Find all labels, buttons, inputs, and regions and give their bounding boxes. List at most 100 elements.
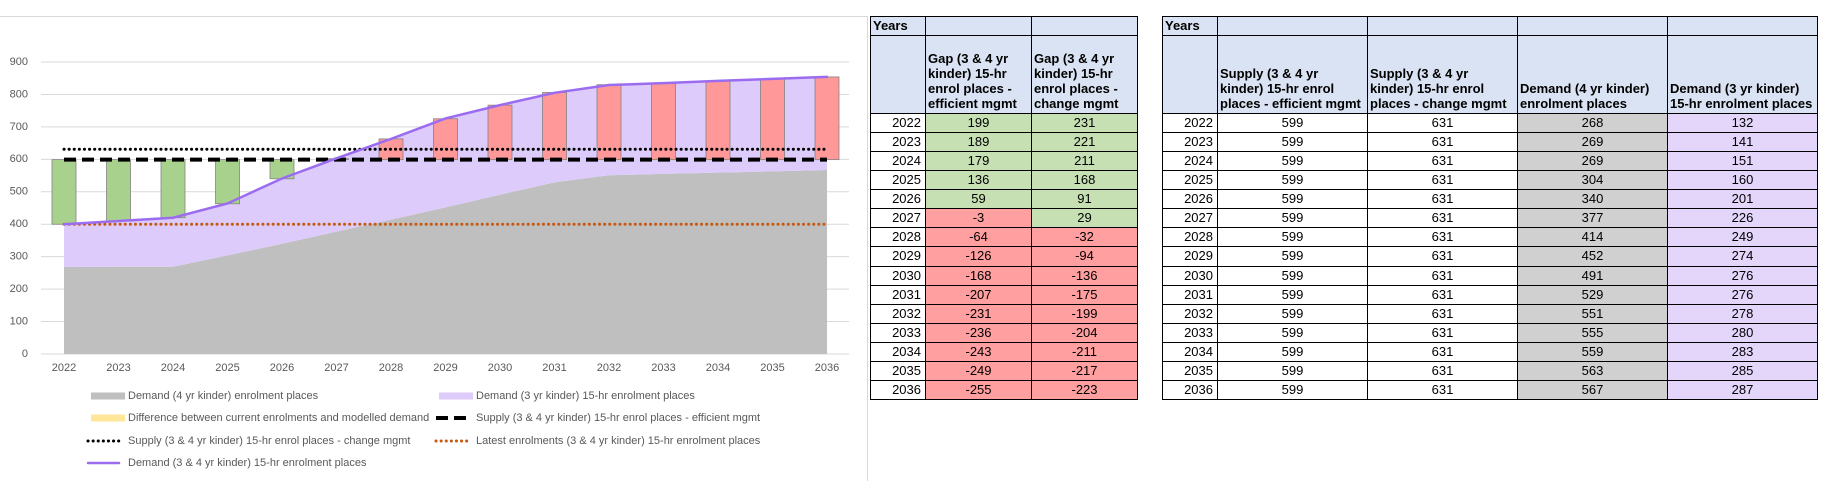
- value-cell: 631: [1368, 209, 1518, 229]
- value-cell: 221: [1032, 133, 1138, 153]
- value-cell: 278: [1668, 304, 1818, 324]
- year-cell: 2031: [1162, 285, 1218, 305]
- x-tick-label: 2030: [488, 362, 512, 374]
- value-cell: -199: [1032, 304, 1138, 324]
- gap-bar: [814, 76, 840, 161]
- year-cell: 2024: [1162, 152, 1218, 172]
- header-cell: Supply (3 & 4 yr kinder) 15-hr enrol pla…: [1368, 36, 1518, 114]
- value-cell: -211: [1032, 342, 1138, 362]
- x-tick-label: 2029: [433, 362, 457, 374]
- value-cell: 599: [1218, 114, 1368, 134]
- value-cell: -94: [1032, 247, 1138, 267]
- header-cell: Supply (3 & 4 yr kinder) 15-hr enrol pla…: [1218, 36, 1368, 114]
- y-tick-label: 100: [10, 315, 28, 327]
- value-cell: -32: [1032, 228, 1138, 248]
- header-cell: [926, 16, 1032, 36]
- value-cell: 141: [1668, 133, 1818, 153]
- value-cell: 631: [1368, 380, 1518, 401]
- legend-label: Latest enrolments (3 & 4 yr kinder) 15-h…: [476, 435, 761, 447]
- x-tick-label: 2022: [52, 362, 76, 374]
- value-cell: 599: [1218, 133, 1368, 153]
- x-tick-label: 2025: [215, 362, 239, 374]
- value-cell: -249: [926, 361, 1032, 381]
- value-cell: -204: [1032, 323, 1138, 343]
- value-cell: 249: [1668, 228, 1818, 248]
- header-cell: [1368, 16, 1518, 36]
- line: [62, 75, 829, 226]
- value-cell: 276: [1668, 266, 1818, 286]
- gap-bar: [705, 80, 731, 161]
- value-cell: -243: [926, 342, 1032, 362]
- legend-label: Demand (4 yr kinder) enrolment places: [128, 390, 319, 402]
- year-cell: 2028: [1162, 228, 1218, 248]
- value-cell: 599: [1218, 171, 1368, 191]
- gap-bar: [51, 159, 77, 225]
- year-cell: 2031: [870, 285, 926, 305]
- value-cell: 599: [1218, 266, 1368, 286]
- corner-cell: Years: [1162, 16, 1218, 36]
- value-cell: 599: [1218, 285, 1368, 305]
- header-cell: [870, 36, 926, 114]
- y-tick-label: 300: [10, 251, 28, 263]
- value-cell: 199: [926, 114, 1032, 134]
- sheet-top-border: [0, 16, 867, 17]
- area: [64, 76, 827, 268]
- value-cell: -207: [926, 285, 1032, 305]
- y-tick-label: 200: [10, 283, 28, 295]
- value-cell: 160: [1668, 171, 1818, 191]
- gap-bar: [760, 78, 785, 161]
- x-tick-label: 2033: [651, 362, 675, 374]
- value-cell: 136: [926, 171, 1032, 191]
- header-cell: Gap (3 & 4 yr kinder) 15-hr enrol places…: [926, 36, 1032, 114]
- value-cell: -231: [926, 304, 1032, 324]
- y-tick-label: 500: [10, 186, 28, 198]
- x-tick-label: 2031: [542, 362, 566, 374]
- value-cell: 340: [1518, 190, 1668, 210]
- value-cell: 452: [1518, 247, 1668, 267]
- legend-swatch: [439, 392, 473, 400]
- value-cell: 567: [1518, 380, 1668, 401]
- value-cell: 559: [1518, 342, 1668, 362]
- year-cell: 2025: [1162, 171, 1218, 191]
- year-cell: 2032: [1162, 304, 1218, 324]
- value-cell: 91: [1032, 190, 1138, 210]
- year-cell: 2023: [870, 133, 926, 153]
- year-cell: 2027: [1162, 209, 1218, 229]
- gap-bar: [160, 159, 186, 219]
- chart: 0 100 200 300 400 500 600 700 800 900 2022 2023 2024…: [10, 56, 849, 469]
- x-tick-label: 2028: [379, 362, 403, 374]
- value-cell: -175: [1032, 285, 1138, 305]
- value-cell: 29: [1032, 209, 1138, 229]
- value-cell: 631: [1368, 304, 1518, 324]
- value-cell: 551: [1518, 304, 1668, 324]
- value-cell: 189: [926, 133, 1032, 153]
- header-cell: Demand (3 yr kinder) 15-hr enrolment pla…: [1668, 36, 1818, 114]
- y-tick-label: 400: [10, 218, 28, 230]
- year-cell: 2030: [1162, 266, 1218, 286]
- chart-divider: [867, 16, 868, 481]
- y-tick-label: 800: [10, 88, 28, 100]
- year-cell: 2036: [1162, 380, 1218, 401]
- value-cell: 168: [1032, 171, 1138, 191]
- value-cell: 529: [1518, 285, 1668, 305]
- header-cell: Gap (3 & 4 yr kinder) 15-hr enrol places…: [1032, 36, 1138, 114]
- value-cell: 269: [1518, 152, 1668, 172]
- x-tick-label: 2035: [760, 362, 784, 374]
- year-cell: 2028: [870, 228, 926, 248]
- value-cell: 283: [1668, 342, 1818, 362]
- legend-label: Supply (3 & 4 yr kinder) 15-hr enrol pla…: [128, 435, 410, 447]
- value-cell: 280: [1668, 323, 1818, 343]
- gap-bar: [215, 159, 240, 205]
- year-cell: 2034: [1162, 342, 1218, 362]
- value-cell: 599: [1218, 342, 1368, 362]
- value-cell: 201: [1668, 190, 1818, 210]
- value-cell: 631: [1368, 190, 1518, 210]
- value-cell: 132: [1668, 114, 1818, 134]
- value-cell: 276: [1668, 285, 1818, 305]
- year-cell: 2034: [870, 342, 926, 362]
- value-cell: 631: [1368, 133, 1518, 153]
- value-cell: 599: [1218, 304, 1368, 324]
- value-cell: 151: [1668, 152, 1818, 172]
- value-cell: 268: [1518, 114, 1668, 134]
